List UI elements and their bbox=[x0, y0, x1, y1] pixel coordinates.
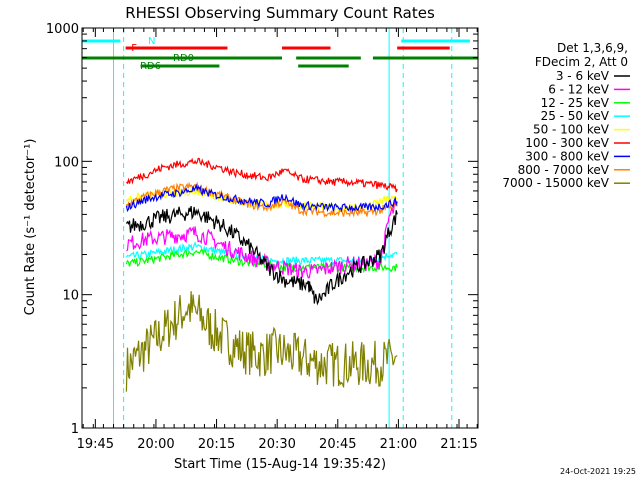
flag-label: N bbox=[148, 36, 155, 47]
series-line bbox=[125, 291, 398, 392]
x-tick-label: 20:00 bbox=[137, 437, 174, 452]
series-line bbox=[125, 157, 398, 193]
legend-label: 300 - 800 keV bbox=[525, 149, 609, 163]
legend-label: 12 - 25 keV bbox=[541, 96, 610, 110]
x-tick-label: 20:45 bbox=[319, 437, 356, 452]
legend-label: 25 - 50 keV bbox=[541, 109, 610, 123]
chart-title: RHESSI Observing Summary Count Rates bbox=[125, 4, 435, 22]
series-line bbox=[125, 181, 398, 218]
series-line bbox=[125, 205, 398, 306]
x-axis-label: Start Time (15-Aug-14 19:35:42) bbox=[174, 457, 386, 472]
y-tick-label: 1000 bbox=[46, 22, 79, 37]
x-tick-label: 19:45 bbox=[77, 437, 114, 452]
flag-label: F bbox=[131, 43, 137, 54]
series-line bbox=[126, 198, 398, 280]
x-tick-label: 20:15 bbox=[198, 437, 235, 452]
y-tick-label: 100 bbox=[54, 155, 79, 170]
flag-label: RD0 bbox=[173, 53, 194, 64]
legend-label: 3 - 6 keV bbox=[556, 69, 610, 83]
plot-frame bbox=[81, 27, 479, 429]
legend-header: FDecim 2, Att 0 bbox=[535, 55, 628, 69]
x-tick-label: 21:15 bbox=[440, 437, 477, 452]
y-tick-label: 1 bbox=[71, 422, 79, 437]
series-line bbox=[125, 183, 398, 213]
x-tick-label: 21:00 bbox=[380, 437, 417, 452]
series-line bbox=[125, 241, 398, 266]
legend-label: 50 - 100 keV bbox=[533, 123, 610, 137]
legend-label: 800 - 7000 keV bbox=[518, 163, 610, 177]
footer-date: 24-Oct-2021 19:25 bbox=[560, 467, 636, 476]
plot-area: NF RD0 RD6 1 10 100 1000 19:45 20:00 20:15 20:30 20… bbox=[46, 22, 479, 452]
y-axis-label: Count Rate (s⁻¹ detector⁻¹) bbox=[23, 139, 38, 316]
flag-label: RD6 bbox=[140, 61, 161, 72]
x-tick-label: 20:30 bbox=[258, 437, 295, 452]
legend-header: Det 1,3,6,9, bbox=[557, 41, 628, 55]
y-tick-label: 10 bbox=[62, 289, 79, 304]
legend-label: 100 - 300 keV bbox=[525, 136, 609, 150]
legend-label: 7000 - 15000 keV bbox=[502, 176, 609, 190]
legend-label: 6 - 12 keV bbox=[548, 82, 610, 96]
